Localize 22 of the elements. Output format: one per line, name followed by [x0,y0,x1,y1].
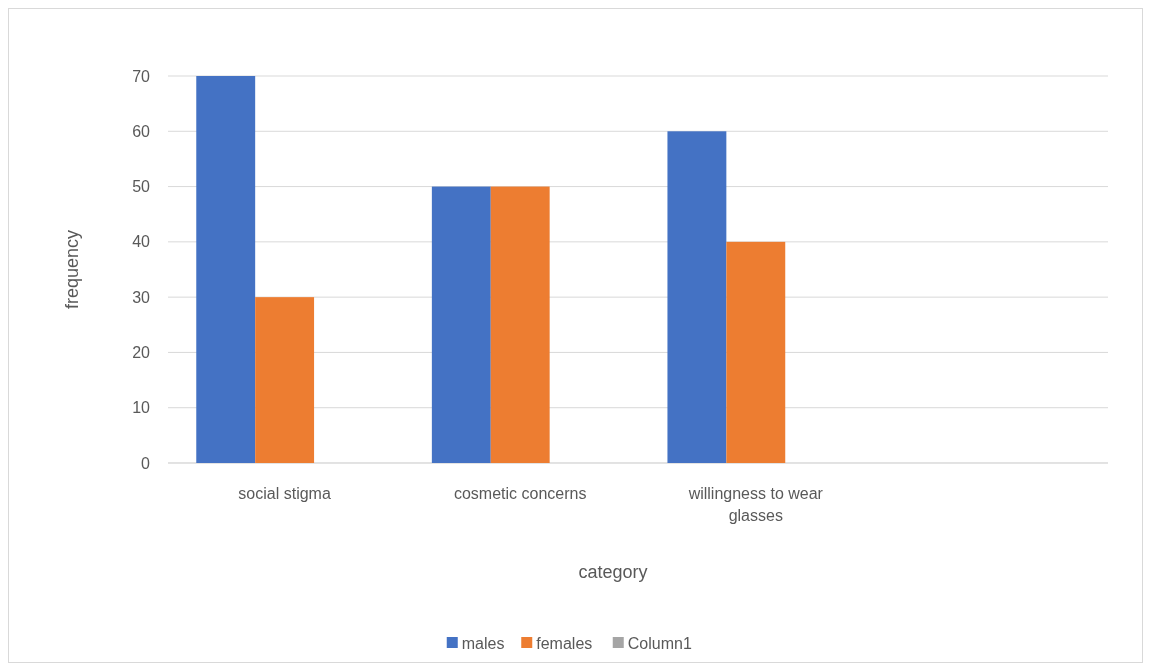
y-tick-label: 20 [132,344,151,362]
y-tick-label: 60 [132,122,151,140]
x-axis-title: category [578,562,648,582]
bar [196,76,256,463]
bar [490,186,550,463]
bar [726,241,786,463]
x-tick-label: willingness to wear glasses [687,485,824,524]
bar [431,186,491,463]
legend-label: Column1 [627,634,692,652]
x-tick-label: cosmetic concerns [453,485,587,502]
y-tick-label: 50 [132,178,151,196]
x-tick-label: social stigma [238,485,331,502]
y-tick-label: 30 [132,288,151,306]
legend-label: males [461,634,505,652]
y-axis-title: frequency [62,229,82,310]
legend-label: females [536,634,593,652]
y-tick-label: 40 [132,233,151,251]
y-tick-label: 0 [141,454,151,472]
y-tick-label: 10 [132,399,151,417]
y-tick-label: 70 [132,67,151,85]
bar [667,131,727,463]
bar [255,297,315,463]
